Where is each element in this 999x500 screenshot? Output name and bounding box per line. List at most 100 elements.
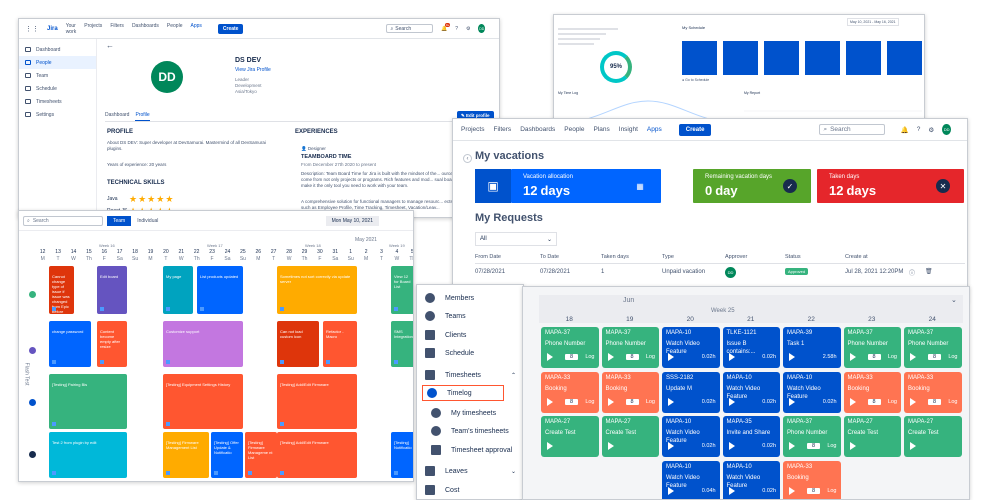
task-card[interactable]: Customize support: [163, 321, 243, 367]
log-button[interactable]: Log: [948, 398, 958, 405]
task-card[interactable]: Edit board: [97, 266, 127, 314]
timelog-cell[interactable]: MAPA-33 Booking 8 Log: [601, 371, 659, 413]
nav-item-4[interactable]: Plans: [593, 126, 610, 133]
timelog-cell[interactable]: MAPA-37 Phone Number 8 Log: [783, 416, 841, 457]
timelog-cell[interactable]: MAPA-10 Watch Video Feature 0.02h: [783, 371, 841, 413]
sidebar-item-4[interactable]: Timesheets: [19, 95, 96, 108]
nav-item-5[interactable]: Insight: [618, 126, 638, 133]
menu-item-cost[interactable]: Cost: [425, 485, 459, 495]
timelog-cell[interactable]: MAPA-37 Phone Number 8 Log: [601, 327, 659, 368]
timelog-cell[interactable]: MAPA-37 Phone Number 8 Log: [541, 327, 599, 368]
nav-item-5[interactable]: Apps: [190, 22, 202, 29]
hours-input[interactable]: 8: [625, 398, 639, 405]
tab-dashboard[interactable]: Dashboard: [105, 112, 130, 118]
play-icon[interactable]: [728, 397, 735, 406]
go-to-schedule-link[interactable]: ● Go to Schedule: [682, 78, 710, 82]
member-avatar[interactable]: [29, 291, 36, 298]
task-card[interactable]: My page: [163, 266, 193, 314]
play-icon[interactable]: [607, 397, 614, 406]
play-icon[interactable]: [668, 442, 674, 450]
hours-input[interactable]: 8: [565, 398, 579, 405]
sidebar-item-0[interactable]: Dashboard: [19, 43, 96, 56]
nav-item-4[interactable]: People: [166, 22, 183, 29]
individual-toggle-button[interactable]: Individual: [137, 217, 159, 224]
log-button[interactable]: Log: [827, 443, 837, 449]
member-avatar[interactable]: [29, 399, 36, 406]
timelog-cell[interactable]: MAPA-10 Watch Video Feature 0.04h: [662, 460, 720, 499]
create-button[interactable]: Create: [678, 123, 712, 136]
member-avatar[interactable]: [29, 451, 36, 458]
hours-input[interactable]: 8: [928, 354, 942, 360]
sidebar-item-5[interactable]: Settings: [19, 108, 96, 121]
task-card[interactable]: [Testing] Equipment Settings History: [163, 374, 243, 429]
create-button[interactable]: Create: [217, 23, 244, 34]
task-card[interactable]: [Testing] Add/Edit Firmware: [277, 374, 357, 429]
date-range[interactable]: May 10, 2021 - May 16, 2021: [847, 18, 899, 26]
play-icon[interactable]: [547, 442, 553, 450]
task-card[interactable]: Refactor - Macro: [323, 321, 357, 367]
timelog-cell[interactable]: MAPA-37 Phone Number 8 Log: [843, 327, 901, 368]
help-icon[interactable]: ?: [916, 126, 921, 133]
task-card[interactable]: Content become empty after resize: [97, 321, 127, 367]
task-card[interactable]: [Testing] Add/Edit Firmware: [277, 432, 357, 478]
hours-input[interactable]: 8: [807, 487, 821, 494]
timelog-cell[interactable]: MAPA-10 Watch Video Feature 0.02h: [722, 371, 780, 413]
timelog-cell[interactable]: MAPA-10 Watch Video Feature 0.02h: [662, 327, 720, 368]
timelog-cell[interactable]: MAPA-10 Watch Video Feature 0.02h: [722, 460, 780, 499]
nav-item-0[interactable]: Your work: [65, 22, 77, 35]
tab-profile[interactable]: Profile: [135, 112, 150, 121]
play-icon[interactable]: [728, 486, 735, 495]
play-icon[interactable]: [910, 353, 916, 361]
task-card[interactable]: Sometimes not sort correctly via update …: [277, 266, 357, 314]
task-card[interactable]: [Testing] Pairing Bis: [49, 374, 127, 429]
timelog-cell[interactable]: MAPA-37 Phone Number 8 Log: [904, 327, 962, 368]
help-icon[interactable]: ?: [455, 25, 458, 32]
play-icon[interactable]: [910, 397, 916, 406]
task-card[interactable]: View 12 for Board List: [391, 266, 413, 314]
menu-item-leaves[interactable]: Leaves ⌄: [425, 466, 516, 476]
timelog-cell[interactable]: MAPA-35 Invite and Share 0.02h: [722, 416, 780, 457]
nav-item-0[interactable]: Projects: [461, 126, 485, 133]
hours-input[interactable]: 8: [867, 398, 881, 405]
timelog-cell[interactable]: MAPA-27 Create Test: [843, 416, 901, 457]
task-card[interactable]: Can not load custom icon: [277, 321, 319, 367]
log-button[interactable]: Log: [645, 354, 655, 360]
search-input[interactable]: ⌕ Search: [23, 215, 103, 226]
timelog-cell[interactable]: MAPA-39 Task 1 2.58h: [783, 327, 841, 368]
nav-item-3[interactable]: People: [564, 126, 585, 133]
menu-item-schedule[interactable]: Schedule: [425, 348, 474, 358]
menu-item-my-timesheets[interactable]: My timesheets: [431, 408, 496, 418]
play-icon[interactable]: [607, 442, 614, 450]
play-icon[interactable]: [728, 353, 735, 361]
delete-icon[interactable]: 🗑: [925, 269, 933, 275]
play-icon[interactable]: [668, 397, 674, 406]
play-icon[interactable]: [789, 486, 795, 495]
menu-item-timesheet-approval[interactable]: Timesheet approval: [431, 445, 512, 455]
log-button[interactable]: Log: [887, 398, 897, 405]
menu-item-timelog[interactable]: Timelog: [422, 385, 504, 401]
task-card[interactable]: List products updated: [197, 266, 243, 314]
menu-item-members[interactable]: Members: [425, 293, 474, 303]
menu-item-clients[interactable]: Clients: [425, 330, 466, 340]
timelog-cell[interactable]: MAPA-27 Create Test: [541, 416, 599, 457]
sidebar-item-1[interactable]: People: [19, 56, 96, 69]
log-button[interactable]: Log: [585, 354, 595, 360]
play-icon[interactable]: [789, 397, 795, 406]
play-icon[interactable]: [849, 442, 856, 450]
log-button[interactable]: Log: [645, 398, 655, 405]
member-avatar[interactable]: [29, 347, 36, 354]
hours-input[interactable]: 8: [928, 398, 942, 405]
edit-profile-button[interactable]: ✎ Edit profile: [457, 111, 494, 121]
settings-icon[interactable]: ⚙: [465, 25, 471, 32]
status-filter[interactable]: All ⌄: [475, 232, 557, 246]
play-icon[interactable]: [849, 353, 856, 361]
nav-item-2[interactable]: Filters: [110, 22, 124, 29]
log-button[interactable]: Log: [948, 354, 958, 360]
timelog-cell[interactable]: MAPA-33 Booking 8 Log: [783, 460, 841, 499]
nav-item-1[interactable]: Filters: [493, 126, 512, 133]
hours-input[interactable]: 8: [625, 354, 639, 360]
task-card[interactable]: [Testing] Firmware Manageme nt List: [245, 432, 277, 478]
avatar[interactable]: DD: [942, 124, 951, 135]
apps-grid-icon[interactable]: ⋮⋮: [25, 25, 39, 33]
task-card[interactable]: [Testing] Offer Update & Notificatio: [211, 432, 243, 478]
